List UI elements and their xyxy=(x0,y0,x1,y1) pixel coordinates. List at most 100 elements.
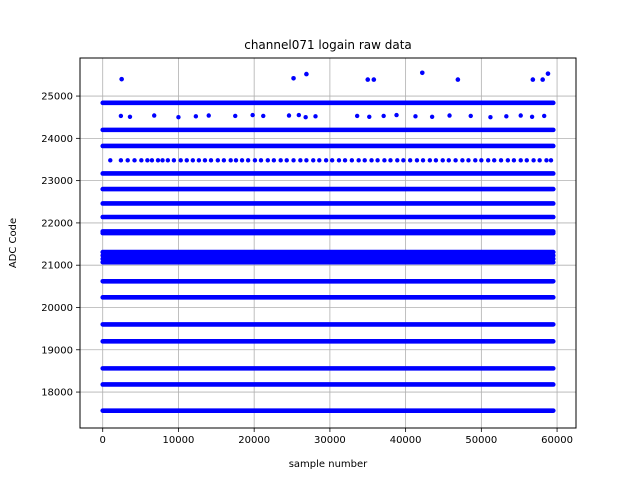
outlier-point xyxy=(371,77,377,82)
data-point xyxy=(233,158,239,163)
y-tick-label: 25000 xyxy=(41,92,73,103)
data-point xyxy=(118,158,124,163)
data-point xyxy=(537,158,542,163)
data-point xyxy=(447,113,452,118)
data-point xyxy=(541,113,547,119)
data-point xyxy=(149,158,155,163)
data-point xyxy=(160,158,165,163)
data-point xyxy=(296,112,302,118)
data-point xyxy=(395,158,400,163)
data-point xyxy=(362,158,367,163)
data-point xyxy=(505,158,511,163)
data-point xyxy=(239,158,245,163)
data-point xyxy=(336,158,342,163)
data-point xyxy=(132,158,137,163)
outlier-point xyxy=(530,77,536,82)
y-tick-label: 19000 xyxy=(41,345,73,356)
data-point xyxy=(544,158,549,163)
data-point xyxy=(356,158,361,163)
outlier-point xyxy=(545,71,551,76)
y-axis-label: ADC Code xyxy=(8,218,19,268)
data-point xyxy=(349,158,355,163)
data-point xyxy=(429,114,435,119)
data-point xyxy=(291,158,296,163)
data-point xyxy=(245,158,251,163)
data-point xyxy=(460,158,465,163)
plot-frame xyxy=(79,57,577,429)
data-point xyxy=(427,158,433,163)
y-axis-ticks: 18000 19000 20000 21000 22000 23000 24000 25000 xyxy=(41,92,80,399)
data-point xyxy=(193,114,199,119)
data-point xyxy=(252,158,258,163)
data-point xyxy=(548,158,554,163)
data-point xyxy=(498,158,504,163)
data-point xyxy=(171,158,177,163)
data-point xyxy=(118,113,124,119)
data-point xyxy=(221,158,227,163)
data-point xyxy=(313,114,318,119)
data-point xyxy=(342,158,348,163)
data-point xyxy=(286,113,292,118)
data-point xyxy=(401,158,406,163)
x-axis-label: sample number xyxy=(289,459,368,470)
data-point xyxy=(303,115,308,120)
data-point xyxy=(271,158,277,163)
outlier-point xyxy=(291,75,296,81)
data-point xyxy=(466,158,471,163)
outlier-point xyxy=(119,76,124,82)
data-point xyxy=(206,113,211,118)
data-point xyxy=(479,158,484,163)
y-tick-label: 22000 xyxy=(41,218,73,229)
data-point xyxy=(394,112,399,118)
x-tick-label: 20000 xyxy=(238,435,270,446)
data-point xyxy=(524,158,529,163)
outlier-point xyxy=(304,71,309,77)
y-tick-label: 23000 xyxy=(41,176,73,187)
data-point xyxy=(278,158,283,163)
data-point xyxy=(145,158,150,163)
data-point xyxy=(367,114,372,119)
data-point xyxy=(125,158,130,163)
data-point xyxy=(488,115,493,120)
data-point xyxy=(176,115,181,120)
x-tick-label: 40000 xyxy=(390,435,422,446)
x-tick-label: 50000 xyxy=(465,435,497,446)
data-point xyxy=(261,113,266,119)
x-axis-ticks: 0 10000 20000 30000 40000 50000 60000 xyxy=(100,428,573,446)
data-points xyxy=(100,70,556,413)
data-point xyxy=(531,158,536,163)
data-point xyxy=(485,158,491,163)
data-point xyxy=(354,113,360,119)
data-point xyxy=(413,114,418,119)
data-point xyxy=(202,158,208,163)
data-point xyxy=(492,158,497,163)
data-point xyxy=(381,113,386,119)
data-point xyxy=(190,158,196,163)
data-point xyxy=(317,158,322,163)
data-point xyxy=(468,113,473,119)
outlier-point xyxy=(455,77,461,82)
chart-title: channel071 logain raw data xyxy=(244,38,412,52)
data-point xyxy=(518,113,523,118)
data-point xyxy=(228,158,233,163)
data-point xyxy=(369,158,374,163)
data-point xyxy=(165,158,171,163)
x-tick-label: 60000 xyxy=(541,435,573,446)
data-point xyxy=(127,114,133,119)
y-tick-label: 20000 xyxy=(41,303,73,314)
data-point xyxy=(196,158,202,163)
data-point xyxy=(265,158,270,163)
data-point xyxy=(375,158,380,163)
x-tick-label: 30000 xyxy=(314,435,346,446)
data-point xyxy=(323,158,329,163)
data-point xyxy=(414,158,420,163)
data-point xyxy=(152,113,157,118)
data-point xyxy=(215,158,221,163)
data-point xyxy=(329,158,335,163)
x-tick-label: 10000 xyxy=(163,435,195,446)
data-point xyxy=(382,158,387,163)
data-point xyxy=(178,158,183,163)
data-point xyxy=(518,158,523,163)
